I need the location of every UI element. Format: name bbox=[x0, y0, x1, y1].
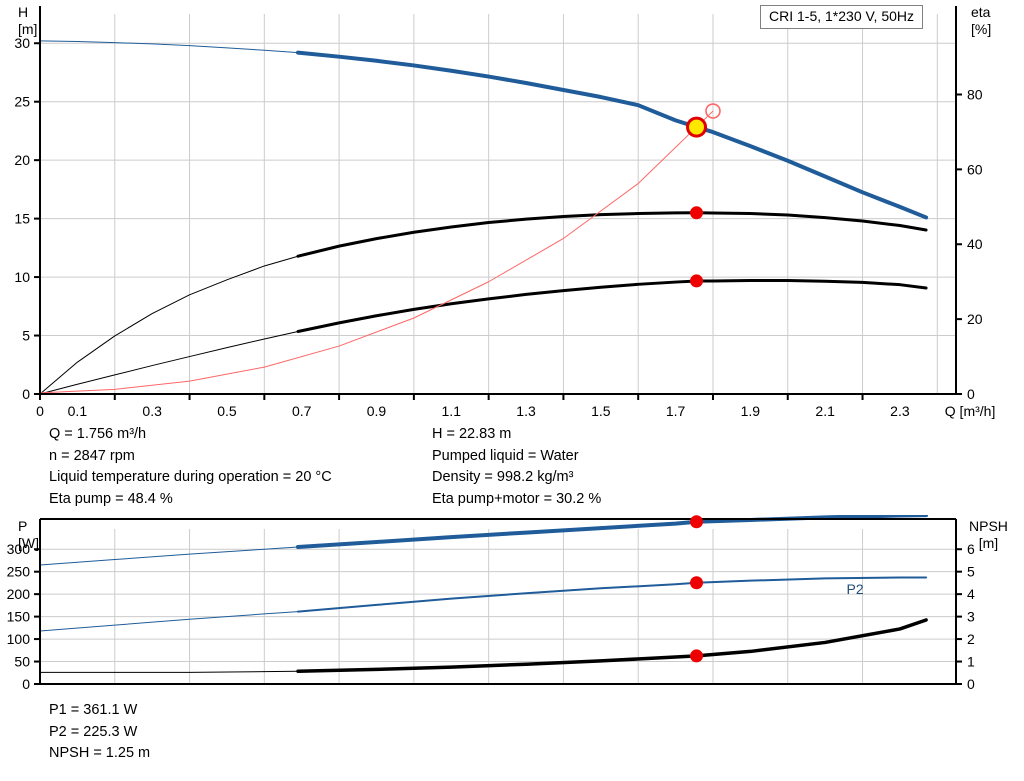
top-chart-right-axis-title: eta [%] bbox=[971, 4, 991, 38]
top-chart-axes bbox=[34, 6, 962, 400]
p2-curve-label: P2 bbox=[846, 581, 863, 597]
h-tick-label: 15 bbox=[14, 211, 30, 227]
op-eta-pump: Eta pump = 48.4 % bbox=[49, 490, 173, 507]
bottom-chart-right-axis-title: NPSH [m] bbox=[969, 518, 1008, 552]
result-npsh: NPSH = 1.25 m bbox=[49, 745, 151, 761]
q-tick-label: 1.7 bbox=[666, 403, 686, 419]
h-tick-label: 20 bbox=[14, 152, 30, 168]
eta-axis-unit: [%] bbox=[971, 21, 992, 37]
top-chart-tick-labels: 0 5 10 15 20 25 30 0 20 40 60 80 0 0.1 0.3 0.5 0.7 0.9 1.1… bbox=[14, 35, 995, 419]
q-tick-label: 1.1 bbox=[442, 403, 462, 419]
head-efficiency-chart: 0 5 10 15 20 25 30 0 20 40 60 80 0 0.1 0.3 0.5 0.7 0.9 1.1… bbox=[14, 6, 995, 419]
h-tick-label: 0 bbox=[22, 386, 30, 402]
power-npsh-svg: 0 50 100 150 200 250 300 0 1 2 3 4 5 6 P 1 P2 bbox=[7, 515, 975, 692]
q-tick-label: 1.3 bbox=[516, 403, 536, 419]
head-axis-unit: [m] bbox=[18, 21, 38, 37]
q-tick-label: 0.5 bbox=[217, 403, 237, 419]
bottom-chart-left-axis-title: P [W] bbox=[18, 518, 39, 552]
head-axis-symbol: H bbox=[18, 4, 29, 20]
h-tick-label: 5 bbox=[22, 328, 30, 344]
eta-tick-label: 60 bbox=[967, 161, 983, 177]
npsh-tick-label: 3 bbox=[967, 609, 975, 625]
bottom-chart-gridlines bbox=[39, 529, 956, 685]
q-axis-title: Q [m³/h] bbox=[945, 403, 996, 419]
npsh-tick-label: 4 bbox=[967, 586, 975, 602]
q-tick-label: 0 bbox=[36, 403, 44, 419]
eta-axis-symbol: eta bbox=[971, 4, 991, 20]
power-tick-label: 150 bbox=[7, 609, 31, 625]
q-tick-label: 0.9 bbox=[367, 403, 387, 419]
power-axis-symbol: P bbox=[18, 518, 28, 534]
bottom-chart-axes bbox=[34, 518, 962, 685]
power-tick-label: 300 bbox=[7, 541, 31, 557]
top-chart-left-axis-title: H [m] bbox=[18, 4, 37, 38]
npsh-axis-symbol: NPSH bbox=[969, 518, 1008, 534]
pump-model-title: CRI 1-5, 1*230 V, 50Hz bbox=[769, 8, 915, 24]
bottom-chart-markers bbox=[690, 515, 704, 663]
eta-tick-label: 0 bbox=[967, 386, 975, 402]
op-pumped-liquid: Pumped liquid = Water bbox=[432, 447, 579, 464]
npsh-tick-label: 6 bbox=[967, 541, 975, 557]
npsh-tick-label: 1 bbox=[967, 654, 975, 670]
op-n: n = 2847 rpm bbox=[49, 447, 135, 464]
result-p1: P1 = 361.1 W bbox=[49, 702, 138, 718]
q-tick-label: 0.1 bbox=[68, 403, 88, 419]
op-q: Q = 1.756 m³/h bbox=[49, 426, 147, 442]
top-chart-markers bbox=[686, 103, 721, 288]
power-npsh-chart: 0 50 100 150 200 250 300 0 1 2 3 4 5 6 P 1 P2 bbox=[0, 515, 1024, 700]
op-eta-pump-motor: Eta pump+motor = 30.2 % bbox=[432, 490, 602, 507]
pump-model-title-box: CRI 1-5, 1*230 V, 50Hz bbox=[760, 5, 924, 29]
eta-tick-label: 40 bbox=[967, 236, 983, 252]
power-results-block: P1 = 361.1 W P2 = 225.3 W NPSH = 1.25 m bbox=[49, 700, 150, 765]
op-h: H = 22.83 m bbox=[432, 426, 512, 442]
h-tick-label: 10 bbox=[14, 269, 30, 285]
power-tick-label: 200 bbox=[7, 586, 31, 602]
q-tick-label: 0.7 bbox=[292, 403, 312, 419]
q-tick-label: 1.9 bbox=[741, 403, 761, 419]
power-tick-label: 100 bbox=[7, 631, 31, 647]
power-axis-unit: [W] bbox=[18, 535, 39, 551]
npsh-tick-label: 5 bbox=[967, 564, 975, 580]
bottom-chart-tick-labels: 0 50 100 150 200 250 300 0 1 2 3 4 5 6 bbox=[7, 541, 975, 692]
q-tick-label: 2.3 bbox=[890, 403, 910, 419]
npsh-tick-label: 0 bbox=[967, 676, 975, 692]
top-chart-curves bbox=[39, 40, 929, 395]
bottom-chart-curves bbox=[39, 515, 929, 673]
power-tick-label: 50 bbox=[14, 654, 30, 670]
h-tick-label: 25 bbox=[14, 94, 30, 110]
result-p2: P2 = 225.3 W bbox=[49, 723, 138, 740]
npsh-axis-unit: [m] bbox=[978, 535, 999, 551]
h-tick-label: 30 bbox=[14, 35, 30, 51]
power-tick-label: 0 bbox=[22, 676, 30, 692]
eta-tick-label: 20 bbox=[967, 311, 983, 327]
q-tick-label: 0.3 bbox=[142, 403, 162, 419]
op-density: Density = 998.2 kg/m³ bbox=[432, 469, 574, 485]
operating-point-left-column: Q = 1.756 m³/h n = 2847 rpm Liquid tempe… bbox=[49, 424, 332, 510]
top-chart-gridlines bbox=[39, 14, 956, 395]
head-efficiency-svg: 0 5 10 15 20 25 30 0 20 40 60 80 0 0.1 0.3 0.5 0.7 0.9 1.1… bbox=[14, 6, 995, 419]
eta-tick-label: 80 bbox=[967, 86, 983, 102]
operating-point-right-column: H = 22.83 m Pumped liquid = Water Densit… bbox=[432, 424, 601, 510]
power-tick-label: 250 bbox=[7, 564, 31, 580]
op-liquid-temperature: Liquid temperature during operation = 20… bbox=[49, 469, 332, 485]
q-tick-label: 2.1 bbox=[815, 403, 835, 419]
npsh-tick-label: 2 bbox=[967, 631, 975, 647]
q-tick-label: 1.5 bbox=[591, 403, 611, 419]
